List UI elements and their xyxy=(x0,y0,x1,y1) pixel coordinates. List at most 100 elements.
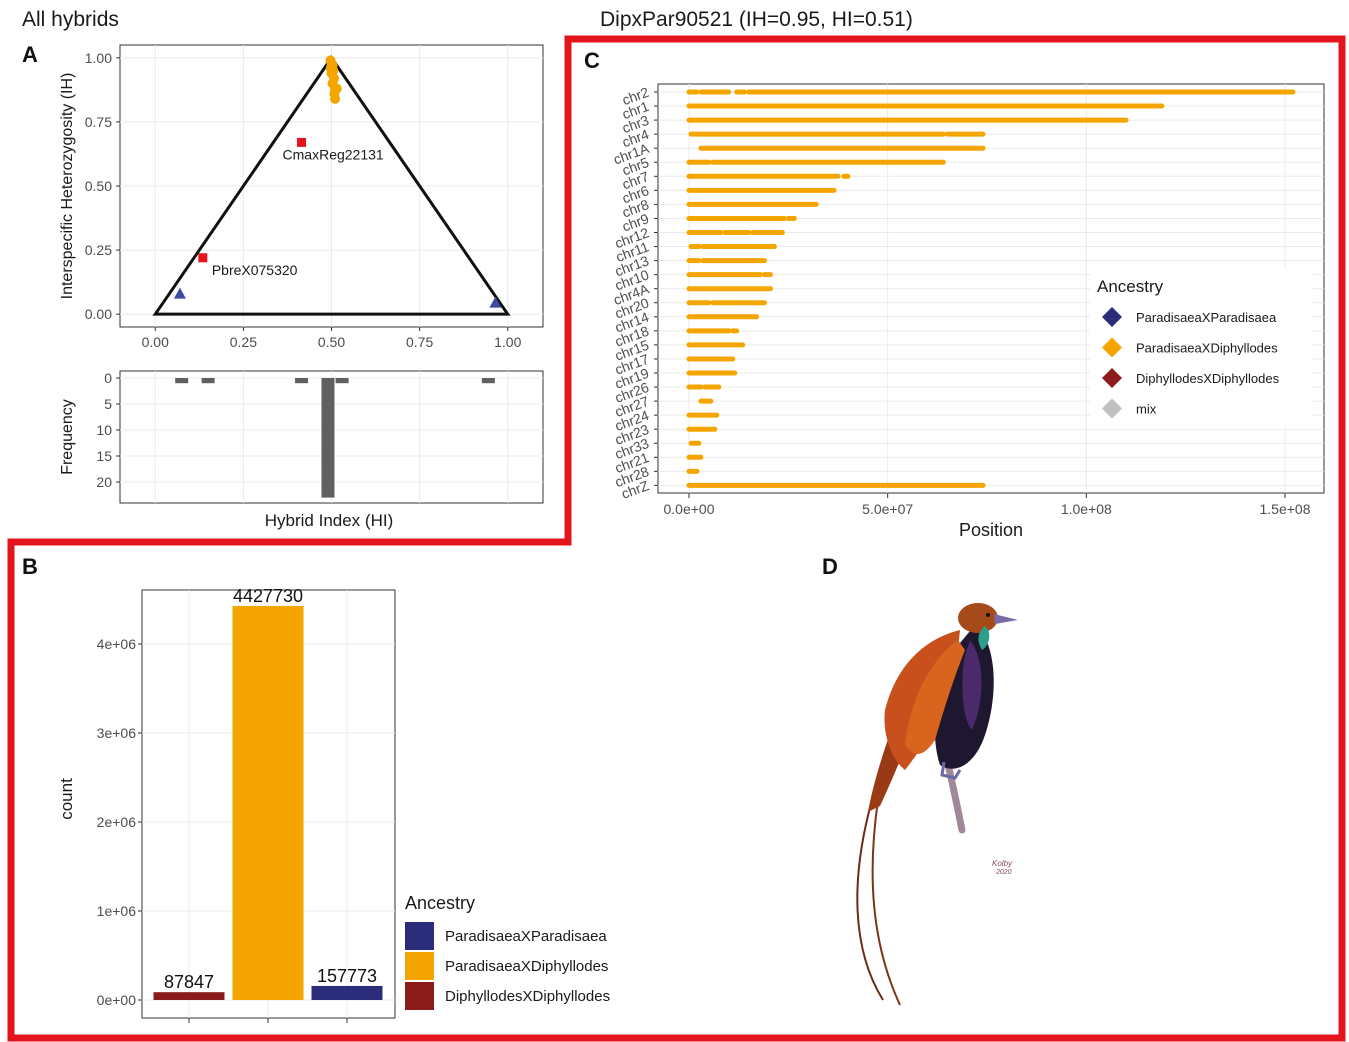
panel-label-d: D xyxy=(822,554,838,579)
histogram-axis-ticks: 0 5 10 15 20 xyxy=(96,370,120,490)
blue-triangle-point xyxy=(489,296,502,308)
y-tick-label: 1.00 xyxy=(85,50,112,66)
panel-a-points: CmaxReg22131 PbreX075320 xyxy=(173,55,502,308)
red-square-point xyxy=(198,253,208,263)
panel-c-legend-background xyxy=(1090,268,1312,426)
red-square-point xyxy=(297,137,307,147)
legend-label: ParadisaeaXParadisaea xyxy=(445,928,607,945)
y-tick-label: 4e+06 xyxy=(97,636,137,652)
histogram-bar xyxy=(295,378,309,384)
panel-label-c: C xyxy=(584,48,600,73)
y-tick-label: 1e+06 xyxy=(97,903,137,919)
bird-foot xyxy=(940,761,962,780)
legend-label: ParadisaeaXParadisaea xyxy=(1136,310,1277,325)
y-tick-label: 2e+06 xyxy=(97,814,137,830)
legend-label: DiphyllodesXDiphyllodes xyxy=(445,988,610,1005)
panel-b-legend: Ancestry ParadisaeaXParadisaeaParadisaea… xyxy=(405,893,610,1010)
x-tick-label: 0.25 xyxy=(230,334,257,350)
x-tick-label: 0.00 xyxy=(142,334,169,350)
panel-b-legend-items: ParadisaeaXParadisaea ParadisaeaXDiphyllo… xyxy=(405,922,610,1010)
histogram-bar xyxy=(201,378,215,384)
blue-triangle-point xyxy=(173,287,186,299)
bird-breast-sheen xyxy=(962,640,982,730)
bird-eye xyxy=(986,613,990,617)
legend-label: DiphyllodesXDiphyllodes xyxy=(1136,371,1280,386)
triangle-outline xyxy=(152,55,511,316)
artist-signature-year: 2020 xyxy=(995,869,1012,876)
panel-c-legend-title: Ancestry xyxy=(1097,277,1164,296)
bar-diphyllodesxdiphyllodes xyxy=(153,992,225,1000)
legend-swatch xyxy=(405,952,434,980)
bird-illustration: Kolby 2020 xyxy=(856,603,1018,1006)
bar-paradisaeaxparadisaea xyxy=(311,985,383,1000)
y-tick-label: 0.25 xyxy=(85,242,112,258)
y-tick-label: 0.75 xyxy=(85,114,112,130)
legend-diamond xyxy=(1102,368,1122,388)
left-figure-title: All hybrids xyxy=(22,8,119,31)
x-tick-label: 0.50 xyxy=(318,334,345,350)
panel-b-bars: 87847 4427730 157773 xyxy=(153,586,383,1000)
panel-label-b: B xyxy=(22,554,38,579)
x-tick-label: 0.75 xyxy=(406,334,433,350)
histogram-bar xyxy=(481,378,495,384)
y-tick-label: 0e+00 xyxy=(97,992,137,1008)
x-tick-label: 1.5e+08 xyxy=(1260,501,1311,517)
panel-a-triangle-plot: 0.00 0.25 0.50 0.75 1.00 0.00 0.25 0.50 0.75 1.00… xyxy=(59,44,544,350)
bird-neck-sheen xyxy=(978,626,990,650)
legend-diamond xyxy=(1102,398,1122,419)
bar-value-label: 4427730 xyxy=(233,586,303,606)
y-tick-label: 0 xyxy=(104,370,112,386)
point-label: PbreX075320 xyxy=(212,262,298,278)
legend-label: mix xyxy=(1136,402,1157,417)
histogram-y-axis-label: Frequency xyxy=(59,399,76,475)
panel-c-chromosome-plot: 0.0e+00 5.0e+07 1.0e+08 1.5e+08chr2chr1chr3… xyxy=(611,83,1325,540)
panel-c-axis-ticks: 0.0e+00 5.0e+07 1.0e+08 1.5e+08chr2chr1chr3… xyxy=(611,84,1311,517)
x-tick-label: 1.0e+08 xyxy=(1061,501,1112,517)
panel-c-legend: Ancestry ParadisaeaXParadisaeaParadisaea… xyxy=(1090,268,1312,426)
bird-head xyxy=(958,603,998,633)
panel-c-legend-items: ParadisaeaXParadisaea ParadisaeaXDiphyllo… xyxy=(1102,307,1280,419)
legend-swatch xyxy=(405,922,434,950)
bar-value-label: 87847 xyxy=(164,972,214,992)
right-figure-title: DipxPar90521 (IH=0.95, HI=0.51) xyxy=(600,8,913,31)
y-tick-label: 3e+06 xyxy=(97,725,137,741)
legend-diamond xyxy=(1102,307,1122,327)
histogram-bar xyxy=(321,378,335,498)
legend-label: ParadisaeaXDiphyllodes xyxy=(445,958,608,975)
panel-label-a: A xyxy=(22,42,38,67)
point-label: CmaxReg22131 xyxy=(283,146,384,162)
panel-b-y-axis-label: count xyxy=(57,778,76,820)
bird-bill xyxy=(994,614,1018,624)
x-tick-label: 0.0e+00 xyxy=(664,501,715,517)
y-tick-label: 20 xyxy=(96,474,112,490)
histogram-bar xyxy=(335,378,349,384)
orange-point xyxy=(331,83,342,94)
tail-wire-left xyxy=(856,799,884,1001)
panel-b-legend-title: Ancestry xyxy=(405,893,475,913)
y-tick-label: 5 xyxy=(104,396,112,412)
panel-b-count-chart: 0e+00 1e+06 2e+06 3e+06 4e+06 87847 4427730 15… xyxy=(57,586,610,1023)
legend-diamond xyxy=(1102,337,1122,358)
legend-swatch xyxy=(405,982,434,1010)
legend-label: ParadisaeaXDiphyllodes xyxy=(1136,341,1278,356)
bar-paradisaeaxdiphyllodes xyxy=(232,605,304,1000)
bird-wing xyxy=(905,640,965,755)
histogram-bars xyxy=(175,378,495,498)
highlight-outline xyxy=(7,35,1346,1042)
artist-signature: Kolby xyxy=(992,859,1013,868)
y-tick-label: 10 xyxy=(96,422,112,438)
y-tick-label: 0.50 xyxy=(85,178,112,194)
panel-c-x-axis-label: Position xyxy=(959,520,1023,540)
panel-a-axis-ticks: 0.00 0.25 0.50 0.75 1.00 0.00 0.25 0.50 0.75 1.00 xyxy=(85,50,522,350)
x-tick-label: 5.0e+07 xyxy=(862,501,913,517)
panel-c-segments xyxy=(686,89,1296,488)
tail-wire-right xyxy=(871,799,901,1006)
panel-b-axis-ticks: 0e+00 1e+06 2e+06 3e+06 4e+06 xyxy=(97,636,348,1023)
y-tick-label: 15 xyxy=(96,448,112,464)
histogram-bar xyxy=(175,378,189,384)
panel-a-y-axis-label: Interspecific Heterozygosity (IH) xyxy=(59,73,76,300)
bar-value-label: 157773 xyxy=(317,966,377,986)
x-tick-label: 1.00 xyxy=(494,334,521,350)
y-tick-label: 0.00 xyxy=(85,306,112,322)
